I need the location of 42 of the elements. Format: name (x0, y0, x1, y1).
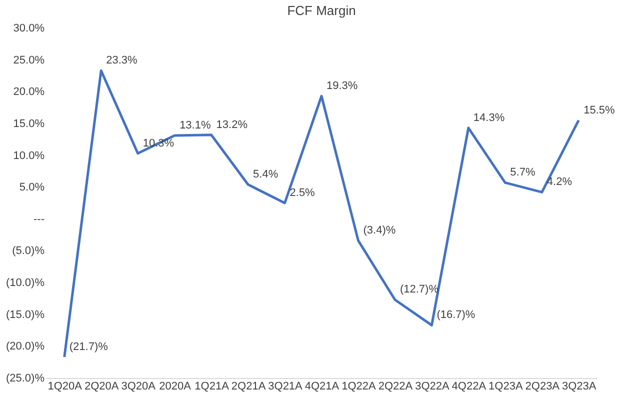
data-label: (21.7)% (69, 341, 108, 353)
data-label: (3.4)% (363, 224, 396, 237)
data-label: 4.2% (546, 176, 572, 188)
y-tick-label: 30.0% (13, 22, 45, 34)
x-tick-label: 2Q22A (378, 380, 414, 392)
data-label: 13.2% (216, 118, 248, 131)
y-tick-label: 5.0% (19, 182, 45, 194)
y-tick-label: 10.0% (13, 150, 45, 162)
y-tick-label: (10.0)% (6, 277, 45, 290)
data-label: 15.5% (584, 104, 616, 116)
y-tick-label: (15.0)% (6, 308, 45, 321)
data-label: 2.5% (290, 187, 316, 199)
chart-title: FCF Margin (287, 3, 356, 18)
y-tick-label: (5.0)% (12, 245, 45, 258)
data-label: 14.3% (473, 112, 505, 124)
x-tick-label: 2Q23A (525, 380, 560, 392)
x-tick-label: 1Q20A (48, 380, 83, 392)
x-tick-label: 1Q22A (342, 380, 377, 392)
x-tick-label: 2Q20A (84, 380, 120, 392)
x-tick-label: 4Q21A (304, 380, 340, 392)
y-tick-label: 20.0% (13, 86, 45, 98)
x-tick-label: 4Q22A (452, 380, 487, 392)
y-tick-label: (25.0)% (6, 372, 45, 384)
x-tick-label: 3Q21A (268, 380, 304, 392)
y-tick-label: 25.0% (13, 54, 45, 66)
data-label: 13.1% (180, 120, 211, 132)
data-label: 19.3% (326, 80, 358, 92)
x-tick-label: 3Q20A (121, 380, 156, 392)
data-label: 5.4% (253, 168, 278, 181)
x-tick-label: 3Q22A (415, 380, 450, 392)
y-tick-label: --- (34, 213, 45, 226)
data-label: 23.3% (106, 54, 138, 67)
line-series (63, 69, 580, 358)
data-label: 5.7% (510, 166, 536, 179)
data-label: (16.7)% (436, 309, 476, 322)
x-tick-label: 1Q21A (194, 380, 230, 392)
x-tick-label: 2020A (159, 380, 192, 392)
y-tick-label: 15.0% (13, 118, 45, 130)
x-tick-label: 2Q21A (231, 380, 266, 392)
x-tick-label: 3Q23A (562, 380, 597, 392)
y-tick-label: (20.0)% (6, 340, 45, 353)
x-tick-label: 1Q23A (488, 380, 524, 392)
